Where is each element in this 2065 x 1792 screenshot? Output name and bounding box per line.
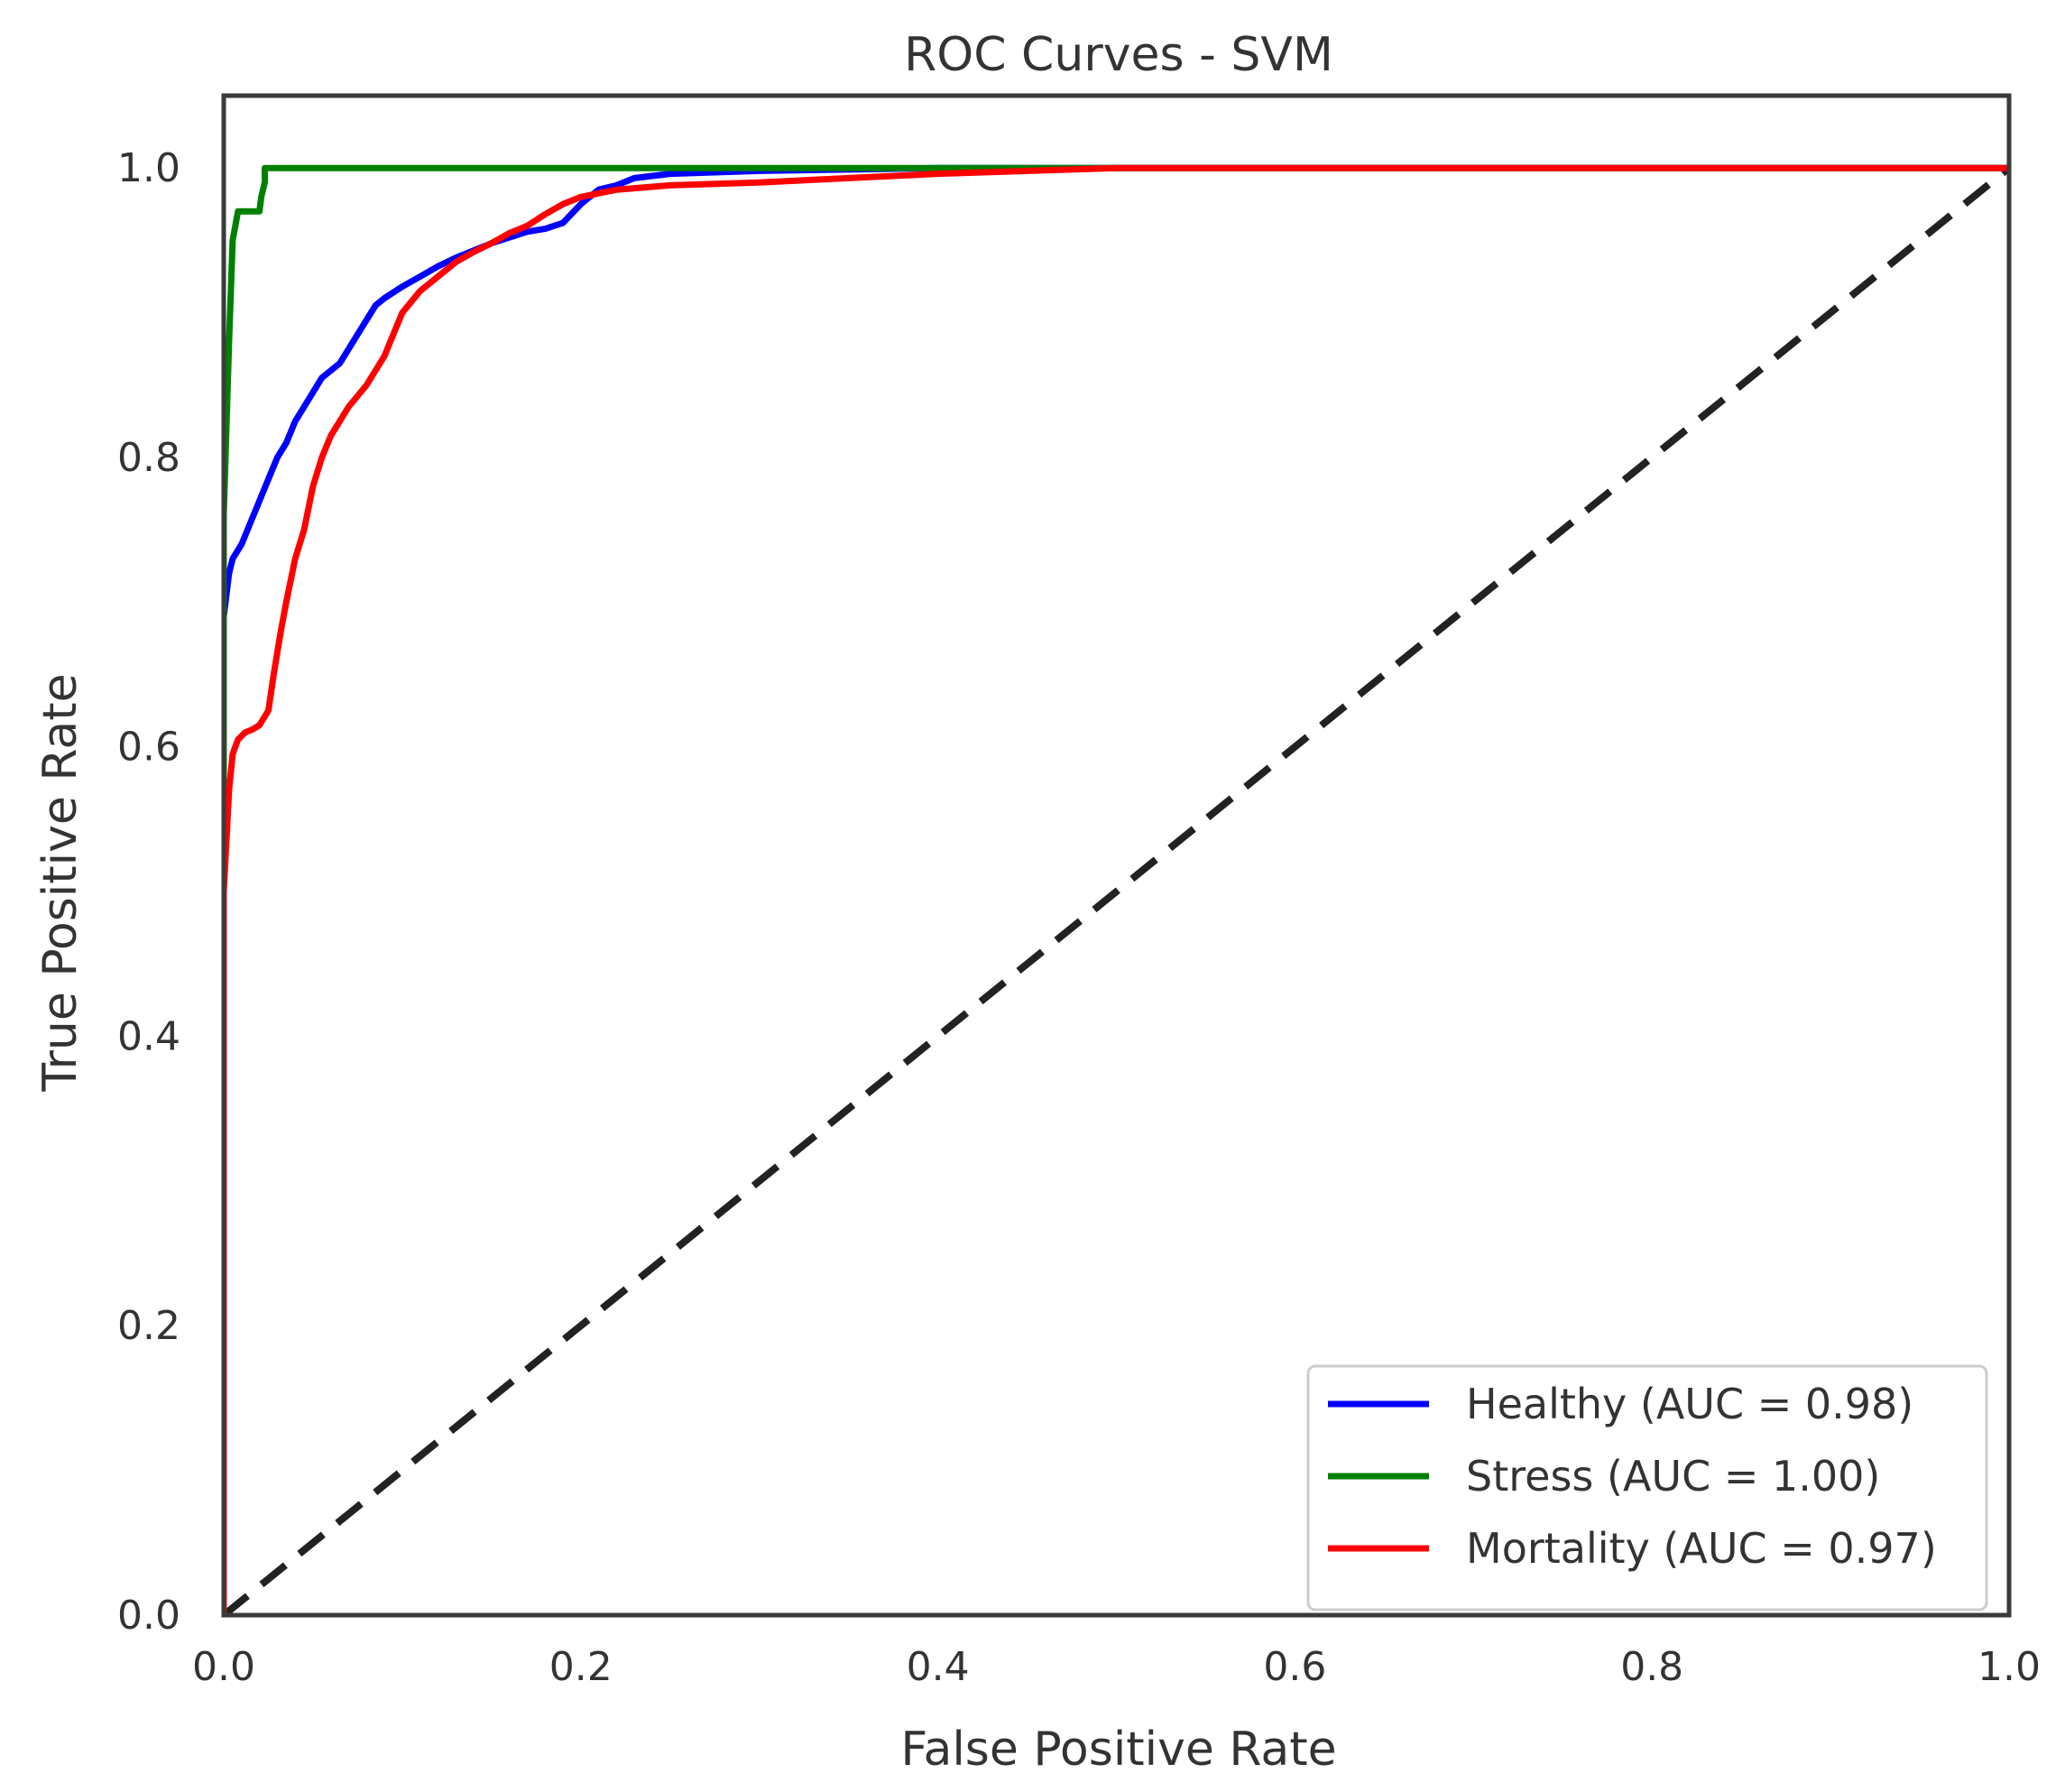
plot-area xyxy=(224,164,2009,1615)
legend-box xyxy=(1306,1364,1988,1612)
legend-entry-label: Stress (AUC = 1.00) xyxy=(1466,1452,1880,1501)
y-tick-label: 0.2 xyxy=(117,1303,180,1349)
axes-border xyxy=(221,93,2012,1618)
x-tick-label: 0.2 xyxy=(549,1644,613,1690)
series-line-stress xyxy=(224,164,2009,1615)
y-tick-label: 1.0 xyxy=(117,145,180,191)
x-axis-label: False Positive Rate xyxy=(900,1723,1336,1777)
chance-diagonal-line xyxy=(224,165,2009,1615)
x-tick-label: 1.0 xyxy=(1977,1644,2041,1690)
y-axis-label: True Positive Rate xyxy=(33,673,88,1092)
x-tick-label: 0.8 xyxy=(1620,1644,1683,1690)
series-line-healthy xyxy=(224,164,2009,1615)
y-tick-label: 0.6 xyxy=(117,725,180,771)
y-axis-ticks: 0.0 0.2 0.4 0.6 0.8 1.0 xyxy=(117,145,180,1639)
x-tick-label: 0.4 xyxy=(907,1644,970,1690)
y-tick-label: 0.0 xyxy=(117,1593,180,1639)
y-tick-label: 0.4 xyxy=(117,1013,180,1059)
y-tick-label: 0.8 xyxy=(117,435,180,481)
x-axis-ticks: 0.0 0.2 0.4 0.6 0.8 1.0 xyxy=(192,1644,2041,1690)
x-tick-label: 0.0 xyxy=(192,1644,255,1690)
series-line-mortality xyxy=(224,164,2009,1615)
x-tick-label: 0.6 xyxy=(1263,1644,1326,1690)
axes-frame xyxy=(221,93,2012,1618)
chart-title: ROC Curves - SVM xyxy=(904,28,1333,82)
legend-entry-label: Mortality (AUC = 0.97) xyxy=(1466,1524,1937,1573)
legend-entry-label: Healthy (AUC = 0.98) xyxy=(1466,1380,1913,1428)
legend: Healthy (AUC = 0.98) Stress (AUC = 1.00) M… xyxy=(1306,1364,1988,1612)
